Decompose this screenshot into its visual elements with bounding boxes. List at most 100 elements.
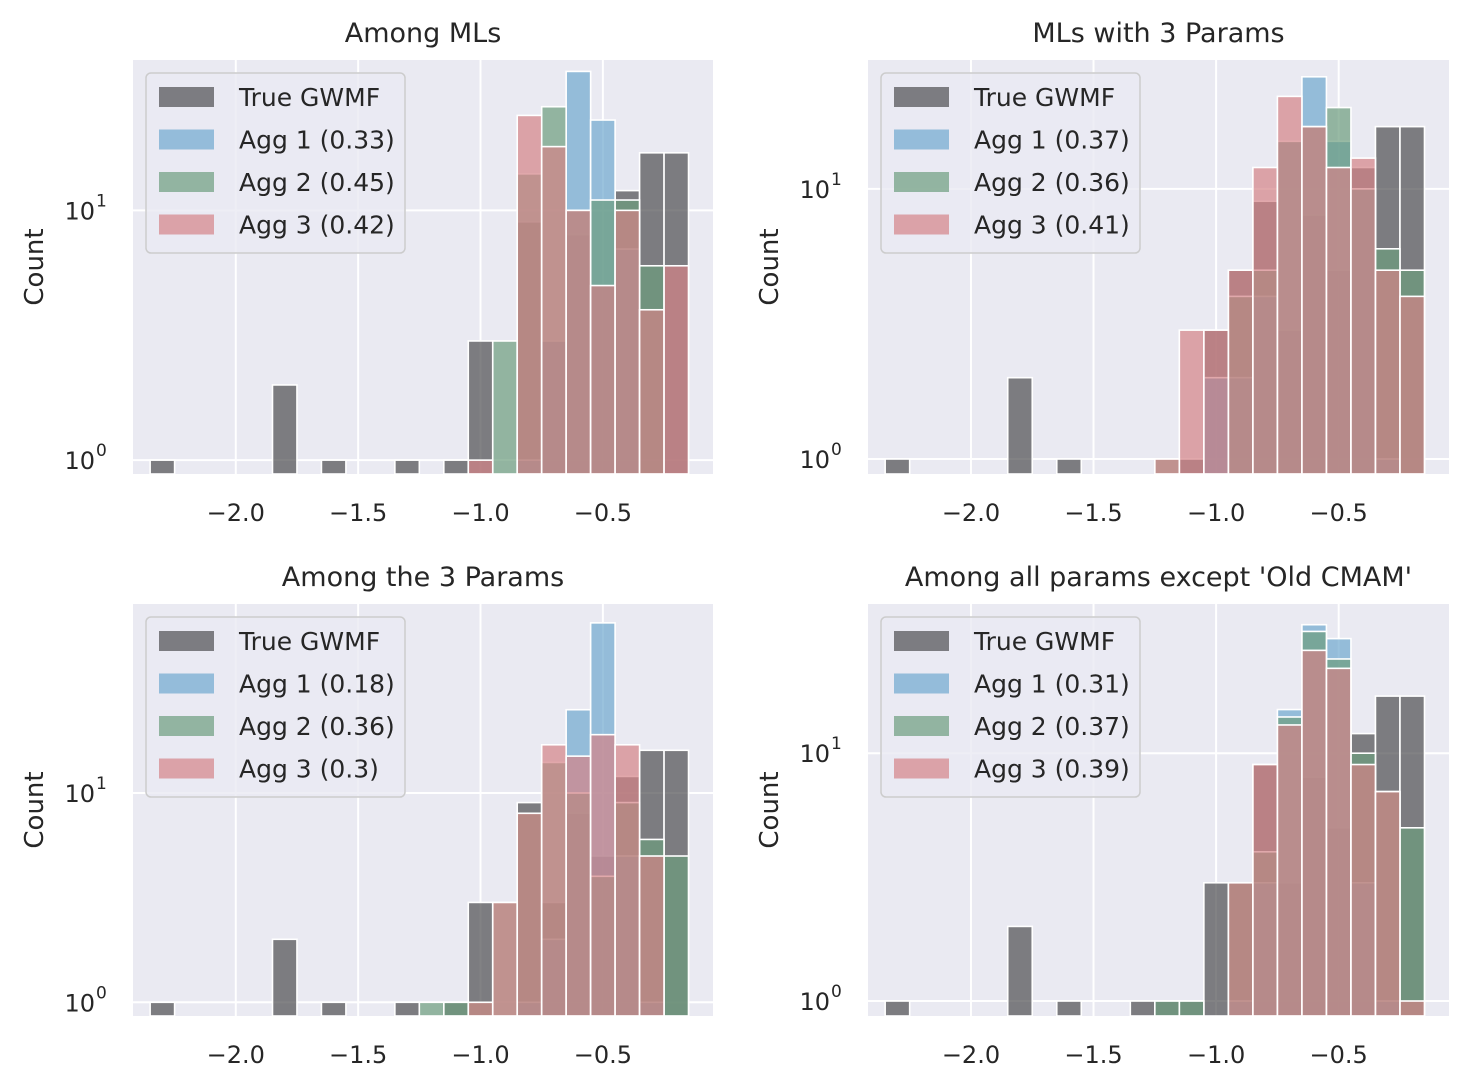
legend-label: Agg 2 (0.36)	[974, 168, 1130, 197]
histogram-bar	[149, 1001, 176, 1017]
histogram-bar	[1154, 1000, 1181, 1017]
x-tick-label: −0.5	[1310, 1041, 1368, 1069]
histogram-bar	[271, 384, 298, 475]
legend-label: Agg 3 (0.3)	[239, 755, 379, 784]
histogram-bar	[1129, 1000, 1156, 1017]
histogram-bar	[271, 938, 298, 1017]
legend-swatch	[894, 758, 949, 779]
y-tick-label: 10	[799, 740, 830, 768]
panel-title: Among the 3 Params	[282, 562, 564, 593]
legend-box	[880, 72, 1141, 254]
histogram-bar	[1399, 295, 1426, 475]
histogram-bar	[1399, 826, 1426, 1017]
histogram-bar	[1350, 157, 1377, 475]
histogram-bar	[394, 1001, 421, 1017]
x-tick-label: −2.0	[942, 499, 1000, 527]
histogram-bar	[540, 145, 567, 475]
y-tick-exponent: 1	[831, 170, 842, 190]
y-tick-label: 10	[799, 446, 830, 474]
legend-label: Agg 2 (0.37)	[974, 712, 1130, 741]
y-tick-label: 10	[64, 447, 95, 475]
x-tick-label: −1.0	[451, 499, 509, 527]
histogram-bar	[1178, 329, 1205, 475]
y-tick-exponent: 0	[96, 441, 107, 461]
x-tick-label: −1.5	[1064, 1041, 1122, 1069]
legend-box	[145, 616, 406, 798]
x-tick-label: −2.0	[942, 1041, 1000, 1069]
y-tick-exponent: 0	[96, 983, 107, 1003]
histogram-bar	[1055, 1000, 1083, 1017]
legend: True GWMF Agg 1 (0.33) Agg 2 (0.45) Agg 3 (…	[145, 72, 406, 254]
histogram-bar	[1325, 166, 1352, 475]
histogram-bar	[516, 812, 543, 1017]
histogram-bar	[149, 459, 176, 475]
histogram-bar	[1301, 649, 1328, 1017]
legend-label: True GWMF	[973, 83, 1115, 112]
x-tick-label: −1.0	[1187, 1041, 1245, 1069]
histogram-bar	[443, 1001, 470, 1017]
panel-title: MLs with 3 Params	[1032, 18, 1284, 49]
histogram-bar	[589, 733, 616, 1017]
histogram-bar	[1276, 95, 1303, 475]
legend-swatch	[894, 716, 949, 736]
x-tick-label: −0.5	[574, 1041, 632, 1069]
y-axis-label: Count	[755, 228, 785, 305]
histogram-bar	[565, 755, 592, 1017]
legend-swatch	[894, 673, 949, 694]
legend-swatch	[894, 87, 949, 107]
legend-swatch	[894, 172, 949, 192]
y-tick-exponent: 0	[831, 982, 842, 1002]
y-tick-label: 10	[64, 197, 95, 225]
legend-label: Agg 1 (0.18)	[239, 670, 395, 699]
histogram-bar	[565, 209, 592, 475]
histogram-bar	[1203, 329, 1230, 475]
legend-label: Agg 3 (0.41)	[974, 211, 1130, 240]
panel-title: Among MLs	[345, 18, 502, 49]
panel-title: Among all params except 'Old CMAM'	[905, 562, 1412, 593]
histogram-bar	[467, 340, 494, 475]
histogram-bar	[491, 340, 519, 475]
histogram-bar	[884, 458, 911, 475]
histogram-bar	[467, 1001, 494, 1017]
histogram-bar	[884, 1000, 911, 1017]
histogram-bar	[1276, 724, 1303, 1017]
legend-swatch	[159, 758, 214, 779]
legend-label: Agg 1 (0.31)	[974, 670, 1130, 699]
x-tick-label: −1.5	[329, 1041, 387, 1069]
histogram-bar	[589, 284, 616, 475]
histogram-bar	[320, 1001, 347, 1017]
x-tick-label: −1.0	[451, 1041, 509, 1069]
bars	[884, 623, 1426, 1017]
y-tick-exponent: 1	[96, 191, 107, 211]
legend-swatch	[894, 129, 949, 150]
histogram-bar	[320, 459, 347, 475]
histogram-bar	[540, 743, 567, 1017]
legend-box	[145, 72, 406, 254]
legend-label: Agg 1 (0.33)	[239, 126, 395, 155]
legend-swatch	[159, 172, 214, 192]
legend: True GWMF Agg 1 (0.37) Agg 2 (0.36) Agg 3 (…	[880, 72, 1141, 254]
bars	[884, 75, 1426, 475]
histogram-bar	[443, 459, 470, 475]
histogram-bar	[394, 459, 421, 475]
histogram-bar	[663, 855, 690, 1017]
legend-swatch	[159, 716, 214, 736]
histogram-bar	[663, 264, 690, 475]
histogram-bar	[1350, 763, 1377, 1017]
y-tick-label: 10	[64, 780, 95, 808]
histogram-bar	[1252, 166, 1279, 475]
legend-label: Agg 3 (0.42)	[239, 211, 395, 240]
y-axis-label: Count	[755, 771, 785, 848]
y-axis-label: Count	[20, 771, 50, 848]
histogram-bar	[1006, 925, 1034, 1017]
histogram-bar	[467, 459, 494, 475]
x-tick-label: −0.5	[574, 499, 632, 527]
legend-swatch	[159, 87, 214, 107]
histogram-bar	[638, 308, 665, 475]
histogram-bar	[1006, 376, 1034, 475]
x-tick-label: −2.0	[207, 499, 265, 527]
